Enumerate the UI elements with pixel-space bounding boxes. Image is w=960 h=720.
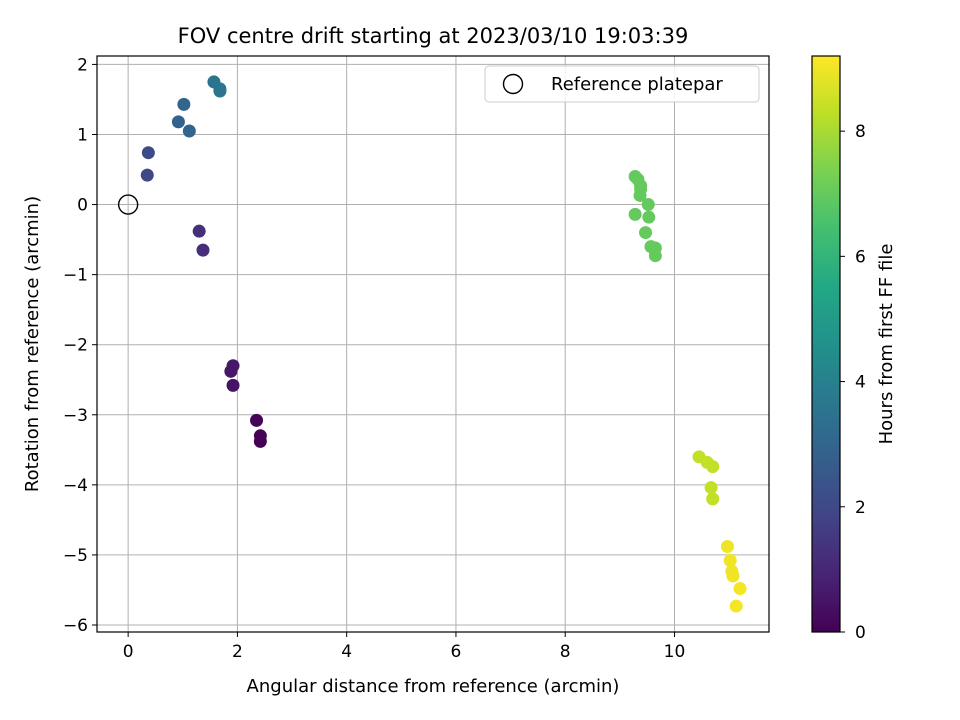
x-tick-label: 0 xyxy=(123,642,134,662)
scatter-points xyxy=(140,75,747,613)
data-point xyxy=(628,207,642,221)
legend-reference-marker xyxy=(502,73,524,95)
colorbar-label: Hours from first FF file xyxy=(876,244,897,445)
y-tick-label: 1 xyxy=(77,125,88,145)
data-point xyxy=(253,429,267,443)
data-point xyxy=(140,168,154,182)
y-tick-label: 2 xyxy=(77,55,88,75)
reference-marker xyxy=(117,194,139,215)
data-point xyxy=(226,359,240,373)
reference-point xyxy=(117,194,139,215)
x-axis-label: Angular distance from reference (arcmin) xyxy=(247,676,620,697)
data-point xyxy=(639,226,653,240)
data-point xyxy=(213,82,227,96)
x-axis-ticks: 0 2 4 6 8 10 xyxy=(123,632,686,662)
colorbar-tick-label: 2 xyxy=(855,498,866,518)
data-point xyxy=(171,115,185,129)
data-point xyxy=(726,569,740,583)
grid-lines xyxy=(97,56,769,632)
data-point xyxy=(642,210,656,224)
data-point xyxy=(704,481,718,495)
data-point xyxy=(648,249,662,263)
data-point xyxy=(723,554,737,568)
colorbar: 0 2 4 6 8 Hours from first FF file xyxy=(811,55,897,643)
data-point xyxy=(141,146,155,160)
data-point xyxy=(226,378,240,392)
data-point xyxy=(706,460,720,474)
colorbar-tick-label: 6 xyxy=(855,247,866,267)
colorbar-ticks: 0 2 4 6 8 xyxy=(840,122,866,643)
data-point xyxy=(641,198,655,212)
x-tick-label: 10 xyxy=(664,642,686,662)
y-axis-label: Rotation from reference (arcmin) xyxy=(22,196,43,492)
x-tick-label: 4 xyxy=(341,642,352,662)
data-point xyxy=(177,97,191,111)
plot-area: 0 2 4 6 8 10 −6 −5 −4 −3 −2 −1 0 1 2 xyxy=(63,55,770,662)
x-tick-label: 2 xyxy=(232,642,243,662)
y-tick-label: −5 xyxy=(63,546,88,566)
data-point xyxy=(250,413,264,427)
data-point xyxy=(729,599,743,613)
data-point xyxy=(733,582,747,596)
y-tick-label: −1 xyxy=(63,266,88,286)
y-tick-label: −6 xyxy=(63,616,88,636)
chart-title: FOV centre drift starting at 2023/03/10 … xyxy=(178,24,689,48)
colorbar-tick-label: 0 xyxy=(855,623,866,643)
y-axis-ticks: −6 −5 −4 −3 −2 −1 0 1 2 xyxy=(63,55,97,636)
plot-frame xyxy=(96,55,770,633)
colorbar-tick-label: 8 xyxy=(855,122,866,142)
data-point xyxy=(182,124,196,138)
y-tick-label: −3 xyxy=(63,406,88,426)
x-tick-label: 8 xyxy=(560,642,571,662)
legend: Reference platepar xyxy=(484,65,760,103)
y-tick-label: −4 xyxy=(63,476,88,496)
data-point xyxy=(192,224,206,238)
y-tick-label: 0 xyxy=(77,196,88,216)
colorbar-tick-label: 4 xyxy=(855,373,866,393)
data-point xyxy=(706,492,720,506)
legend-box xyxy=(484,65,760,103)
data-point xyxy=(633,188,647,202)
legend-reference-label: Reference platepar xyxy=(551,74,723,95)
x-tick-label: 6 xyxy=(451,642,462,662)
y-tick-label: −2 xyxy=(63,336,88,356)
data-point xyxy=(196,243,210,257)
colorbar-gradient xyxy=(811,55,841,633)
data-point xyxy=(720,540,734,554)
